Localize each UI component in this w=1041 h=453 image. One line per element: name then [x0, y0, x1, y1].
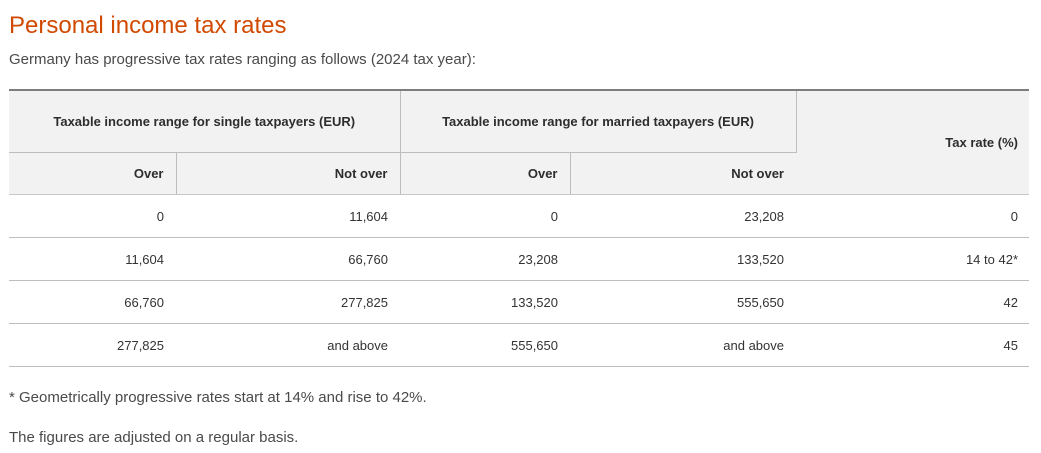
table-row: 11,604 66,760 23,208 133,520 14 to 42*: [9, 237, 1029, 281]
married-not-over-cell: 555,650: [570, 280, 796, 324]
married-over-cell: 23,208: [400, 237, 570, 281]
single-over-cell: 66,760: [9, 280, 176, 324]
tax-rate-cell: 14 to 42*: [796, 237, 1029, 281]
single-over-cell: 11,604: [9, 237, 176, 281]
single-not-over-cell: 277,825: [176, 280, 400, 324]
married-over-cell: 133,520: [400, 280, 570, 324]
tax-rate-table: Taxable income range for single taxpayer…: [9, 89, 1029, 367]
table-body: 0 11,604 0 23,208 0 11,604 66,760 23,208…: [9, 194, 1029, 367]
single-not-over-cell: and above: [176, 323, 400, 367]
table-row: 0 11,604 0 23,208 0: [9, 194, 1029, 238]
table-row: 277,825 and above 555,650 and above 45: [9, 323, 1029, 367]
header-row-groups: Taxable income range for single taxpayer…: [9, 89, 1029, 195]
single-not-over-cell: 11,604: [176, 194, 400, 238]
married-over-cell: 0: [400, 194, 570, 238]
married-not-over-cell: 133,520: [570, 237, 796, 281]
tax-rate-cell: 45: [796, 323, 1029, 367]
married-over-cell: 555,650: [400, 323, 570, 367]
single-over-cell: 0: [9, 194, 176, 238]
single-taxpayers-header: Taxable income range for single taxpayer…: [9, 89, 401, 153]
table-row: 66,760 277,825 133,520 555,650 42: [9, 280, 1029, 324]
single-not-over-cell: 66,760: [176, 237, 400, 281]
married-taxpayers-header: Taxable income range for married taxpaye…: [400, 89, 797, 153]
single-not-over-header: Not over: [176, 152, 401, 195]
tax-rate-header: Tax rate (%): [796, 89, 1029, 195]
married-over-header: Over: [400, 152, 571, 195]
footnote-text: * Geometrically progressive rates start …: [9, 389, 427, 406]
intro-text: Germany has progressive tax rates rangin…: [9, 51, 476, 68]
married-not-over-header: Not over: [570, 152, 796, 195]
tax-rate-cell: 0: [796, 194, 1029, 238]
page-title: Personal income tax rates: [9, 12, 287, 39]
tax-rate-cell: 42: [796, 280, 1029, 324]
header-row-columns: Over Not over Over Not over: [9, 152, 1029, 195]
married-not-over-cell: and above: [570, 323, 796, 367]
adjustment-note: The figures are adjusted on a regular ba…: [9, 429, 299, 446]
single-over-cell: 277,825: [9, 323, 176, 367]
married-not-over-cell: 23,208: [570, 194, 796, 238]
table-header: Taxable income range for single taxpayer…: [9, 89, 1029, 195]
single-over-header: Over: [9, 152, 177, 195]
footnotes: * Geometrically progressive rates start …: [9, 389, 427, 447]
